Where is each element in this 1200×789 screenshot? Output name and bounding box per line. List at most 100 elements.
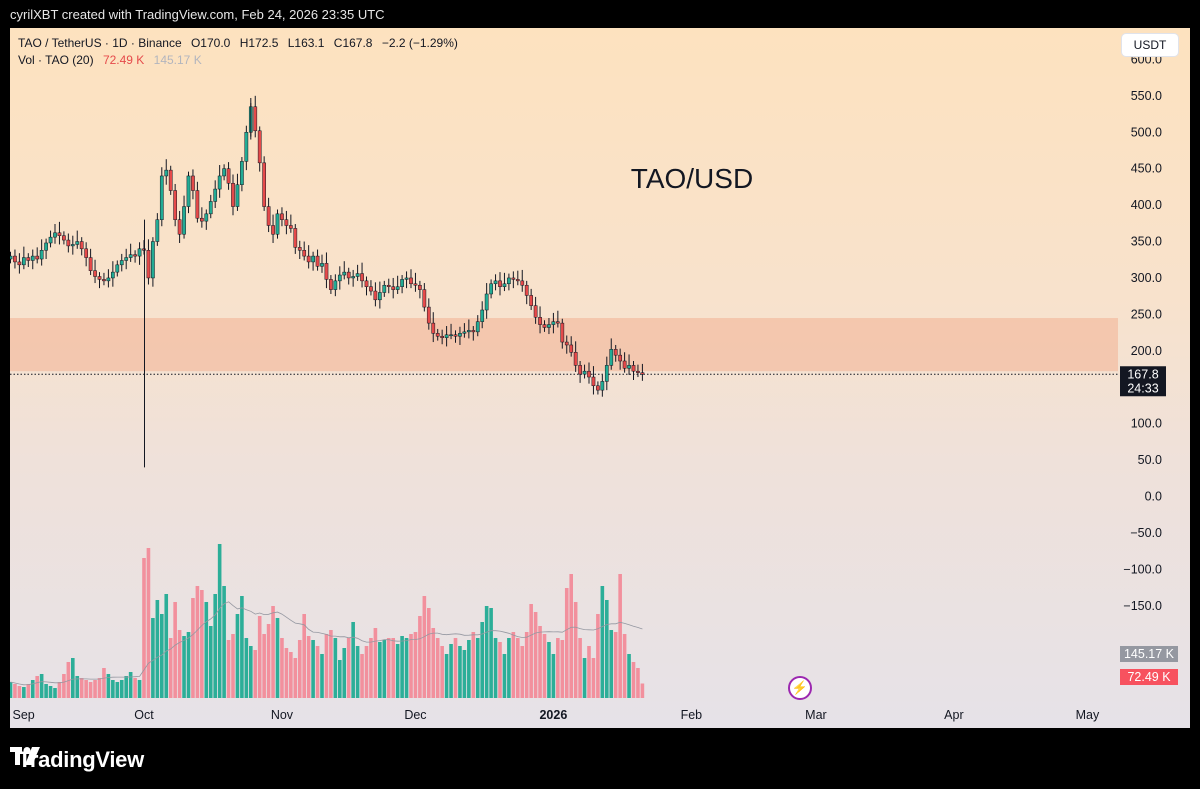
- volume-bar: [475, 638, 480, 698]
- y-tick-label: −150.0: [1123, 599, 1162, 613]
- candle-body: [511, 277, 516, 280]
- volume-legend: Vol · TAO (20) 72.49 K 145.17 K: [18, 53, 208, 67]
- volume-bar: [627, 654, 631, 698]
- volume-bar: [284, 648, 289, 698]
- price-chart[interactable]: TAO/USD700.0650.0600.0550.0500.0450.0400…: [10, 28, 1190, 728]
- candle-body: [564, 341, 569, 346]
- y-tick-label: 200.0: [1131, 344, 1162, 358]
- candle-body: [213, 188, 218, 202]
- volume-bar: [146, 548, 151, 698]
- x-tick-label: Feb: [681, 708, 703, 722]
- candle-body: [346, 271, 351, 279]
- candle-body: [578, 365, 582, 375]
- volume-bar: [471, 632, 476, 698]
- volume-ma-line: [10, 601, 643, 686]
- volume-bar: [502, 654, 507, 698]
- volume-badge: [1120, 669, 1178, 685]
- volume-bar: [306, 636, 311, 698]
- current-price-label: 167.8: [1127, 367, 1158, 381]
- candle-body: [382, 284, 387, 293]
- candle-body: [378, 292, 382, 301]
- low-value: L163.1: [287, 36, 325, 50]
- lightning-icon[interactable]: ⚡: [788, 676, 812, 700]
- x-tick-label: 2026: [539, 708, 567, 722]
- candle-body: [355, 273, 360, 277]
- chart-title: TAO/USD: [631, 163, 753, 194]
- y-tick-label: 400.0: [1131, 198, 1162, 212]
- candle-body: [631, 365, 636, 372]
- candle-body: [426, 306, 431, 324]
- candle-body: [168, 169, 173, 191]
- volume-bar: [315, 646, 320, 698]
- candle-body: [191, 175, 195, 191]
- candle-body: [177, 219, 182, 235]
- volume-bar: [351, 622, 355, 698]
- volume-bar: [102, 668, 106, 698]
- volume-bar: [551, 654, 556, 698]
- tradingview-logo: TradingView: [10, 747, 144, 773]
- candle-body: [560, 322, 565, 343]
- candle-body: [222, 168, 226, 177]
- candle-body: [208, 201, 213, 215]
- candle-body: [275, 213, 280, 235]
- volume-bar: [636, 668, 640, 698]
- candle-body: [604, 365, 609, 382]
- volume-bar: [529, 604, 533, 698]
- y-tick-label: 300.0: [1131, 271, 1162, 285]
- volume-bar: [48, 686, 53, 698]
- candle-body: [622, 360, 627, 369]
- candle-body: [70, 244, 75, 247]
- candle-body: [289, 225, 293, 229]
- tradingview-mark-icon: [10, 747, 40, 765]
- candle-body: [200, 217, 204, 222]
- candle-body: [35, 255, 40, 260]
- volume-bar: [409, 634, 413, 698]
- candle-body: [75, 241, 80, 245]
- candle-body: [569, 344, 574, 353]
- volume-bar: [524, 632, 529, 698]
- volume-bar: [302, 614, 306, 698]
- chart-frame[interactable]: TAO/USD700.0650.0600.0550.0500.0450.0400…: [10, 28, 1190, 728]
- close-value: C167.8: [333, 36, 373, 50]
- candle-body: [115, 264, 120, 273]
- candle-body: [119, 260, 124, 266]
- volume-bar: [547, 642, 551, 698]
- volume-bar: [542, 634, 547, 698]
- volume-bar: [618, 574, 622, 698]
- x-tick-label: Apr: [944, 708, 963, 722]
- candle-body: [293, 228, 298, 248]
- volume-ma-badge: [1120, 646, 1178, 662]
- candle-body: [386, 284, 391, 287]
- candle-body: [364, 280, 369, 287]
- candle-body: [369, 286, 373, 292]
- volume-bar: [88, 682, 93, 698]
- volume-bar: [244, 638, 249, 698]
- volume-bar: [493, 638, 498, 698]
- candle-body: [449, 334, 453, 337]
- x-tick-label: May: [1076, 708, 1100, 722]
- brand-name: TradingView: [18, 747, 144, 772]
- volume-bar: [342, 648, 347, 698]
- candle-body: [582, 370, 587, 375]
- candle-body: [53, 232, 57, 238]
- volume-bar: [115, 682, 120, 698]
- y-axis: 700.0650.0600.0550.0500.0450.0400.0350.0…: [1123, 28, 1162, 613]
- volume-bar: [338, 660, 342, 698]
- volume-bar: [217, 544, 222, 698]
- symbol-label[interactable]: TAO / TetherUS · 1D · Binance: [18, 36, 182, 50]
- candle-body: [88, 257, 93, 271]
- volume-label[interactable]: Vol · TAO (20): [18, 53, 94, 67]
- volume-bar: [44, 684, 48, 698]
- y-tick-label: 650.0: [1131, 28, 1162, 30]
- volume-bar: [511, 632, 516, 698]
- y-tick-label: 450.0: [1131, 162, 1162, 176]
- candle-body: [551, 321, 556, 325]
- volume-bar: [30, 680, 35, 698]
- candle-body: [280, 213, 284, 220]
- candle-body: [391, 286, 396, 290]
- candle-body: [133, 254, 137, 257]
- currency-button[interactable]: USDT: [1122, 34, 1178, 56]
- volume-bar: [489, 608, 493, 698]
- volume-bar: [160, 614, 164, 698]
- volume-bar: [111, 680, 115, 698]
